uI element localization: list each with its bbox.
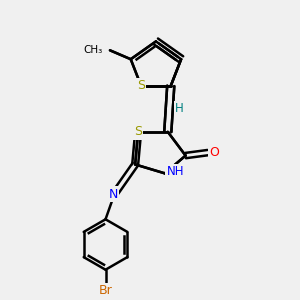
Text: Br: Br [99, 284, 112, 297]
Text: S: S [134, 125, 142, 138]
Text: O: O [209, 146, 219, 159]
Text: CH₃: CH₃ [83, 45, 103, 55]
Text: H: H [175, 102, 184, 116]
Text: S: S [137, 80, 145, 92]
Text: N: N [108, 188, 118, 201]
Text: H: H [175, 102, 184, 116]
Text: S: S [137, 80, 145, 92]
Text: CH₃: CH₃ [82, 44, 101, 54]
Text: NH: NH [167, 165, 184, 178]
